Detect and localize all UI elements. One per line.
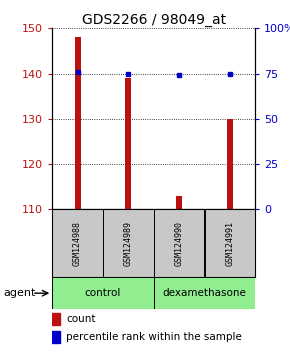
- Text: count: count: [66, 314, 96, 324]
- Text: GSM124991: GSM124991: [225, 221, 234, 266]
- Bar: [154, 209, 204, 277]
- Bar: [204, 209, 255, 277]
- Text: dexamethasone: dexamethasone: [162, 288, 246, 298]
- Bar: [154, 277, 255, 309]
- Text: GSM124990: GSM124990: [175, 221, 184, 266]
- Text: control: control: [85, 288, 121, 298]
- Bar: [176, 196, 182, 209]
- Bar: [103, 209, 154, 277]
- Text: agent: agent: [3, 288, 35, 298]
- Text: GSM124988: GSM124988: [73, 221, 82, 266]
- Bar: [75, 38, 81, 209]
- Text: GSM124989: GSM124989: [124, 221, 133, 266]
- Text: percentile rank within the sample: percentile rank within the sample: [66, 332, 242, 342]
- Bar: [52, 313, 60, 325]
- Title: GDS2266 / 98049_at: GDS2266 / 98049_at: [82, 13, 226, 27]
- Bar: [125, 78, 131, 209]
- Bar: [52, 277, 154, 309]
- Bar: [52, 331, 60, 343]
- Bar: [52, 209, 103, 277]
- Bar: [227, 119, 233, 209]
